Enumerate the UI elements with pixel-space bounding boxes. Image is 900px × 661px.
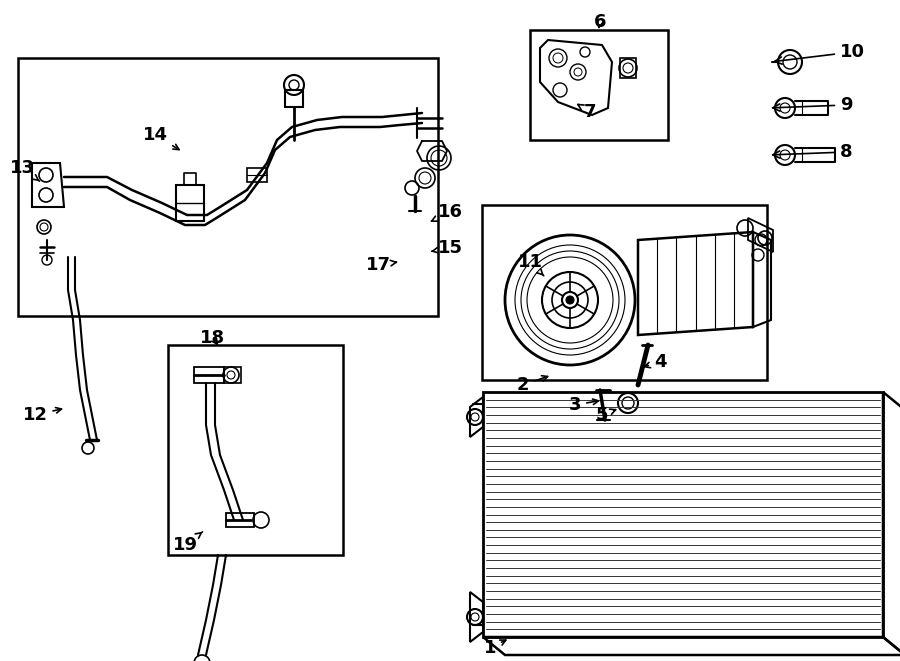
Text: 9: 9	[772, 96, 852, 114]
Text: 13: 13	[10, 159, 40, 181]
Text: 3: 3	[569, 396, 598, 414]
Bar	[168, 345, 343, 555]
Text: 18: 18	[201, 329, 226, 347]
Text: 1: 1	[484, 639, 506, 657]
Text: 8: 8	[772, 143, 852, 161]
Bar	[482, 205, 767, 380]
Text: 6: 6	[594, 13, 607, 31]
Text: 19: 19	[173, 532, 202, 554]
Text: 15: 15	[432, 239, 463, 257]
Text: 14: 14	[142, 126, 179, 149]
Text: 7: 7	[578, 103, 596, 121]
Text: 4: 4	[644, 353, 666, 371]
Text: 16: 16	[431, 203, 463, 221]
Text: 11: 11	[518, 253, 544, 276]
Text: 5: 5	[596, 406, 616, 424]
Bar	[483, 392, 883, 637]
Text: 2: 2	[517, 375, 547, 394]
Text: 12: 12	[22, 406, 61, 424]
Bar	[530, 30, 668, 140]
Text: 10: 10	[775, 43, 865, 64]
Text: 17: 17	[365, 256, 397, 274]
Circle shape	[566, 296, 574, 304]
Bar	[18, 58, 438, 316]
